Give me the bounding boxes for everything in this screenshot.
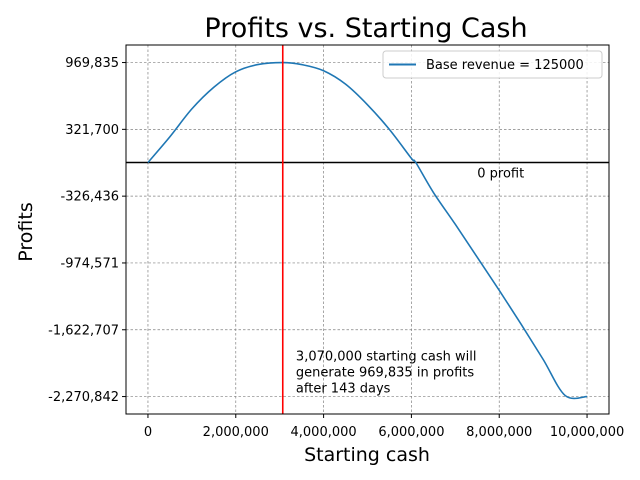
y-tick-label: -326,436 <box>61 190 119 205</box>
chart-title: Profits vs. Starting Cash <box>204 13 527 44</box>
legend: Base revenue = 125000 <box>382 50 603 79</box>
legend-box <box>382 50 603 79</box>
x-tick-label: 2,000,000 <box>203 425 269 440</box>
plot-area <box>126 45 609 414</box>
x-tick-label: 10,000,000 <box>550 425 624 440</box>
axes-frame <box>125 44 610 415</box>
axis-ticks: 0 2,000,000 4,000,000 6,000,000 8,000,000 10,… <box>48 56 624 440</box>
legend-entry: Base revenue = 125000 <box>426 58 584 73</box>
x-axis-label: Starting cash <box>304 444 430 466</box>
y-tick-label: -974,571 <box>61 256 119 271</box>
zero-profit-label: 0 profit <box>477 167 524 182</box>
x-tick-label: 4,000,000 <box>291 425 357 440</box>
y-axis-label: Profits <box>15 202 37 261</box>
y-tick-label: -2,270,842 <box>48 390 119 405</box>
y-tick-label: -1,622,707 <box>48 323 119 338</box>
x-tick-label: 6,000,000 <box>378 425 444 440</box>
optimum-annotation: 3,070,000 starting cash will generate 969… <box>296 350 477 397</box>
x-tick-label: 8,000,000 <box>466 425 532 440</box>
annotation-line: 3,070,000 starting cash will <box>296 350 477 365</box>
annotation-line: after 143 days <box>296 382 391 397</box>
y-tick-label: 321,700 <box>65 123 119 138</box>
profit-curve <box>147 61 588 400</box>
y-tick-label: 969,835 <box>65 56 119 71</box>
annotation-line: generate 969,835 in profits <box>296 366 474 381</box>
x-tick-label: 0 <box>144 425 152 440</box>
